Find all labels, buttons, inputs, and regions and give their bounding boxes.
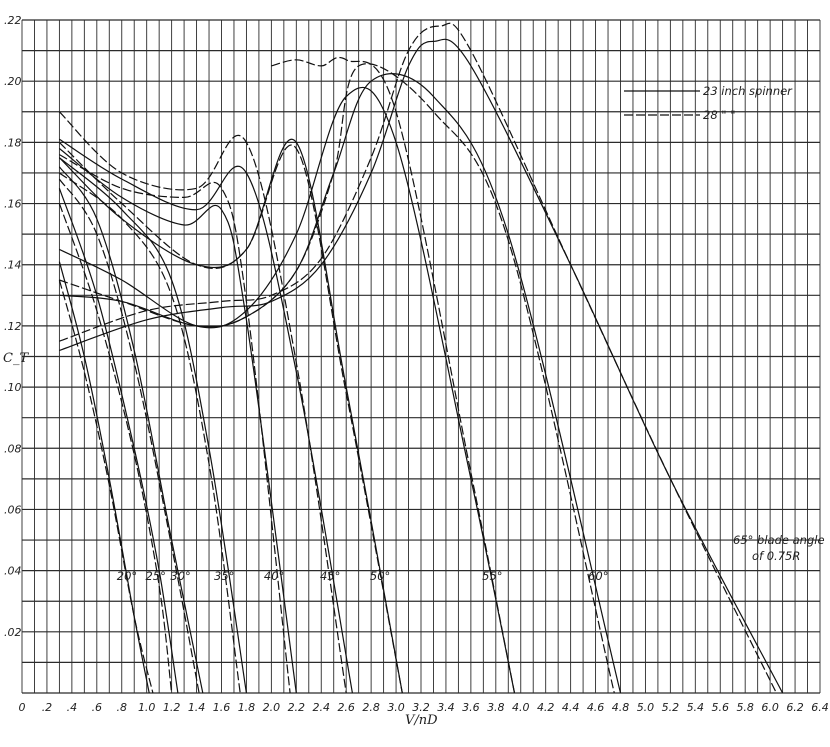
x-tick-label: 1.8: [238, 701, 256, 714]
legend-label-dashed: 28 " ": [703, 108, 736, 122]
x-tick-label: 5.2: [662, 701, 680, 714]
series-25-deg-dashed: [58, 203, 173, 694]
curve-label: 30°: [170, 569, 190, 583]
y-tick-label: .08: [4, 442, 22, 455]
series-60-deg-dashed: [59, 63, 615, 694]
x-tick-label: 6.2: [786, 701, 804, 714]
series-25-deg-solid: [58, 188, 179, 694]
x-tick-label: 6.0: [761, 701, 779, 714]
x-tick-label: 0: [19, 701, 26, 714]
x-axis-title: V/nD: [405, 713, 438, 728]
y-tick-label: .02: [4, 626, 22, 639]
series-55-deg-solid: [59, 86, 516, 694]
x-tick-label: 2.4: [313, 701, 331, 714]
x-tick-label: 3.6: [462, 701, 480, 714]
x-tick-label: .2: [42, 701, 53, 714]
x-tick-label: 5.6: [712, 701, 730, 714]
x-tick-label: .8: [117, 701, 128, 714]
x-tick-label: 3.8: [487, 701, 505, 714]
series-40-deg-dashed: [59, 154, 291, 694]
x-tick-label: 5.0: [637, 701, 655, 714]
blade-angle-note-2: of 0.75R: [752, 549, 800, 563]
curve-label: 45°: [320, 569, 340, 583]
y-tick-label: .06: [4, 503, 22, 516]
x-tick-label: 4.8: [612, 701, 630, 714]
x-tick-label: 3.0: [387, 701, 405, 714]
series-45-deg-solid: [59, 138, 353, 694]
x-tick-label: 6.4: [811, 701, 829, 714]
x-tick-label: 1.0: [138, 701, 156, 714]
x-tick-label: 2.6: [337, 701, 355, 714]
curve-label: 25°: [145, 569, 165, 583]
x-tick-label: 4.2: [537, 701, 555, 714]
series-30-deg-dashed: [58, 178, 200, 694]
y-tick-label: .18: [4, 136, 22, 149]
y-tick-label: .14: [4, 259, 22, 272]
curve-label: 35°: [214, 569, 234, 583]
series-60-deg-solid: [59, 73, 622, 694]
x-tick-label: 4.0: [512, 701, 530, 714]
series-40-deg-solid: [59, 148, 297, 694]
series-50-deg-solid: [58, 138, 403, 694]
y-axis-title: C_T: [3, 351, 29, 366]
x-tick-label: 5.8: [736, 701, 754, 714]
x-tick-label: 2.2: [288, 701, 306, 714]
grid: [21, 19, 821, 694]
blade-angle-note: 65° blade angle: [733, 533, 825, 547]
curve-label: 40°: [264, 569, 284, 583]
series-45-deg-dashed: [58, 111, 347, 694]
x-tick-label: 2.0: [263, 701, 281, 714]
x-tick-label: .4: [67, 701, 78, 714]
x-tick-label: 1.6: [213, 701, 231, 714]
x-tick-label: 5.4: [687, 701, 705, 714]
x-tick-label: 1.4: [188, 701, 206, 714]
x-tick-label: 3.4: [437, 701, 455, 714]
series-50-deg-dashed: [58, 141, 403, 694]
x-tick-label: 2.8: [362, 701, 380, 714]
curve-label: 20°: [117, 569, 137, 583]
series-65-deg-dashed: [59, 22, 777, 694]
x-tick-label: .6: [92, 701, 103, 714]
x-tick-label: 4.6: [587, 701, 605, 714]
x-tick-label: 4.4: [562, 701, 580, 714]
curves: [58, 22, 784, 694]
x-tick-labels: 0 .2 .4 .6 .8 1.0 1.2 1.4 1.6 1.8 2.0 2.2 2.4 2.6 2.8 3…: [19, 701, 829, 714]
legend: 23 inch spinner 28 " ": [624, 84, 793, 122]
curve-label: 55°: [482, 569, 502, 583]
x-tick-label: 3.2: [412, 701, 430, 714]
curve-label: 60°: [588, 569, 608, 583]
y-tick-label: .22: [4, 14, 22, 27]
y-tick-label: .10: [4, 381, 22, 394]
y-tick-labels: .02 .04 .06 .08 .10 .12 .14 .16 .18 .20 .22: [4, 14, 22, 639]
x-tick-label: 1.2: [163, 701, 181, 714]
curve-label: 50°: [370, 569, 390, 583]
legend-label-solid: 23 inch spinner: [703, 84, 793, 98]
series-35-deg-solid: [59, 157, 247, 694]
series-30-deg-solid: [58, 166, 204, 694]
y-tick-label: .12: [4, 320, 22, 333]
y-tick-label: .04: [4, 565, 22, 578]
series-55-deg-dashed: [271, 56, 516, 694]
curve-labels: 20° 25° 30° 35° 40° 45° 50° 55° 60°: [117, 569, 609, 583]
y-tick-label: .20: [4, 75, 22, 88]
y-tick-label: .16: [4, 198, 22, 211]
